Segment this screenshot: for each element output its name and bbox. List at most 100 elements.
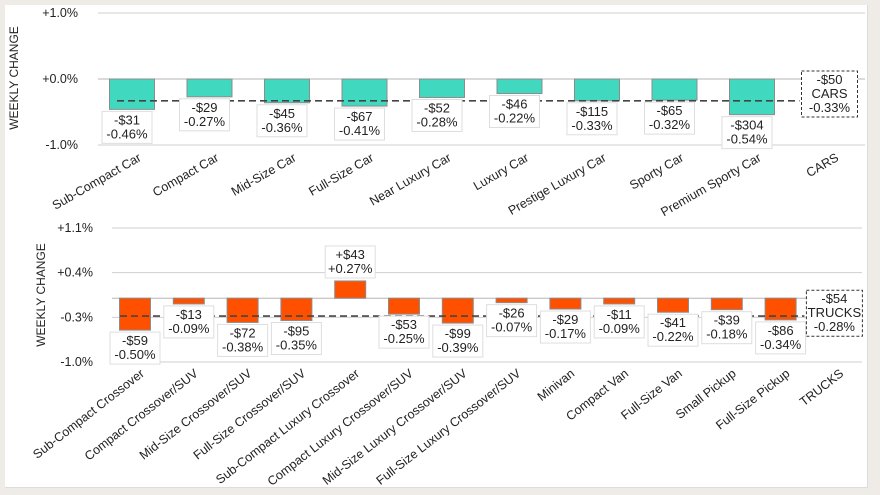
data-label-box: [593, 305, 645, 339]
bar: [264, 78, 310, 104]
x-category-label: Minivan: [535, 366, 578, 404]
data-label-dollar: -$72: [230, 325, 256, 340]
x-category-label: Compact Car: [150, 150, 221, 199]
data-label-dollar: -$304: [730, 118, 763, 133]
data-label-dollar: -$52: [424, 100, 450, 115]
data-label-pct: -0.33%: [571, 118, 613, 133]
data-label-box: [701, 311, 753, 345]
data-label-dollar: -$11: [607, 307, 632, 322]
bar: [226, 297, 259, 323]
y-tick-label: +0.4%: [57, 266, 93, 280]
data-label-box: [378, 315, 430, 349]
average-name-label: TRUCKS: [808, 305, 862, 320]
bar: [419, 78, 465, 98]
average-pct-label: -0.33%: [809, 100, 851, 115]
data-label-pct: -0.34%: [760, 337, 802, 352]
data-label-pct: -0.18%: [706, 327, 748, 342]
x-category-label: CARS: [804, 150, 841, 179]
data-label-box: [217, 323, 269, 357]
data-label-dollar: -$59: [122, 333, 148, 348]
data-label-pct: -0.35%: [276, 338, 318, 353]
x-category-label: Near Luxury Car: [367, 150, 453, 208]
y-axis-label: WEEKLY CHANGE: [7, 26, 21, 130]
data-label-pct: -0.09%: [599, 321, 641, 336]
y-tick-label: +0.0%: [42, 72, 78, 86]
average-pct-label: -0.28%: [814, 319, 856, 334]
x-category-label: Sub-Compact Car: [50, 150, 144, 212]
y-tick-label: -0.3%: [60, 310, 93, 324]
data-label-pct: +0.27%: [328, 261, 373, 276]
data-label-pct: -0.50%: [114, 347, 156, 362]
average-dollar-label: -$50: [816, 72, 842, 87]
data-label-dollar: -$67: [346, 109, 372, 124]
y-axis-label: WEEKLY CHANGE: [34, 243, 48, 347]
data-label-pct: -0.22%: [652, 329, 694, 344]
data-label-dollar: -$26: [499, 306, 525, 321]
data-label-dollar: -$65: [656, 103, 682, 118]
data-label-pct: -0.27%: [184, 114, 226, 129]
data-label-dollar: -$53: [391, 317, 417, 332]
data-label-box: [566, 102, 618, 136]
data-label-pct: -0.09%: [168, 321, 210, 336]
data-label-box: [324, 245, 376, 279]
data-label-pct: -0.54%: [726, 132, 768, 147]
data-label-dollar: -$45: [269, 106, 295, 121]
bar: [109, 78, 155, 110]
bar: [651, 78, 698, 101]
y-tick-label: +1.1%: [57, 221, 93, 235]
data-label-dollar: -$29: [191, 100, 217, 115]
bar: [334, 280, 367, 299]
bar: [280, 297, 313, 322]
average-summary-box: [805, 289, 863, 337]
bar: [341, 78, 388, 107]
data-label-pct: -0.28%: [416, 114, 458, 129]
bar: [764, 297, 797, 321]
data-label-box: [755, 321, 807, 355]
data-label-dollar: -$115: [576, 104, 608, 119]
data-label-dollar: -$29: [552, 312, 578, 327]
data-label-pct: -0.41%: [339, 123, 381, 138]
data-label-dollar: -$46: [501, 97, 527, 112]
data-label-dollar: -$86: [768, 323, 794, 338]
data-label-dollar: -$39: [714, 313, 740, 328]
data-label-dollar: -$41: [660, 315, 686, 330]
data-label-pct: -0.32%: [649, 117, 691, 132]
data-label-pct: -0.17%: [545, 326, 587, 341]
x-category-label: TRUCKS: [797, 366, 846, 409]
bar: [729, 78, 775, 116]
bar: [710, 297, 743, 311]
data-label-box: [486, 304, 538, 338]
bar: [549, 297, 582, 310]
data-label-box: [432, 324, 484, 358]
data-label-pct: -0.22%: [494, 111, 536, 126]
y-tick-label: -1.0%: [45, 138, 78, 152]
bar: [186, 78, 233, 98]
bar: [496, 78, 543, 95]
x-category-label: Full-Size Car: [306, 150, 376, 198]
data-label-box: [334, 107, 385, 141]
data-label-pct: -0.07%: [491, 320, 533, 335]
data-label-box: [109, 331, 161, 365]
average-dollar-label: -$54: [821, 291, 847, 306]
x-category-label: Sporty Car: [627, 150, 686, 192]
data-label-box: [647, 313, 699, 347]
data-label-dollar: +$43: [336, 247, 365, 262]
data-label-pct: -0.36%: [261, 120, 303, 135]
data-label-dollar: -$31: [114, 112, 140, 127]
data-label-box: [256, 104, 308, 138]
data-label-box: [163, 305, 215, 339]
data-label-pct: -0.46%: [106, 126, 148, 141]
data-label-box: [101, 110, 153, 144]
bar: [495, 297, 528, 304]
data-label-dollar: -$95: [283, 324, 309, 339]
x-category-label: Mid-Size Car: [229, 150, 299, 198]
bar: [603, 297, 636, 305]
average-summary-box: [801, 70, 858, 118]
data-label-pct: -0.39%: [437, 340, 479, 355]
average-name-label: CARS: [811, 86, 847, 101]
data-label-box: [411, 98, 463, 132]
data-label-dollar: -$99: [445, 326, 471, 341]
bar: [657, 297, 689, 313]
data-label-box: [644, 101, 695, 135]
